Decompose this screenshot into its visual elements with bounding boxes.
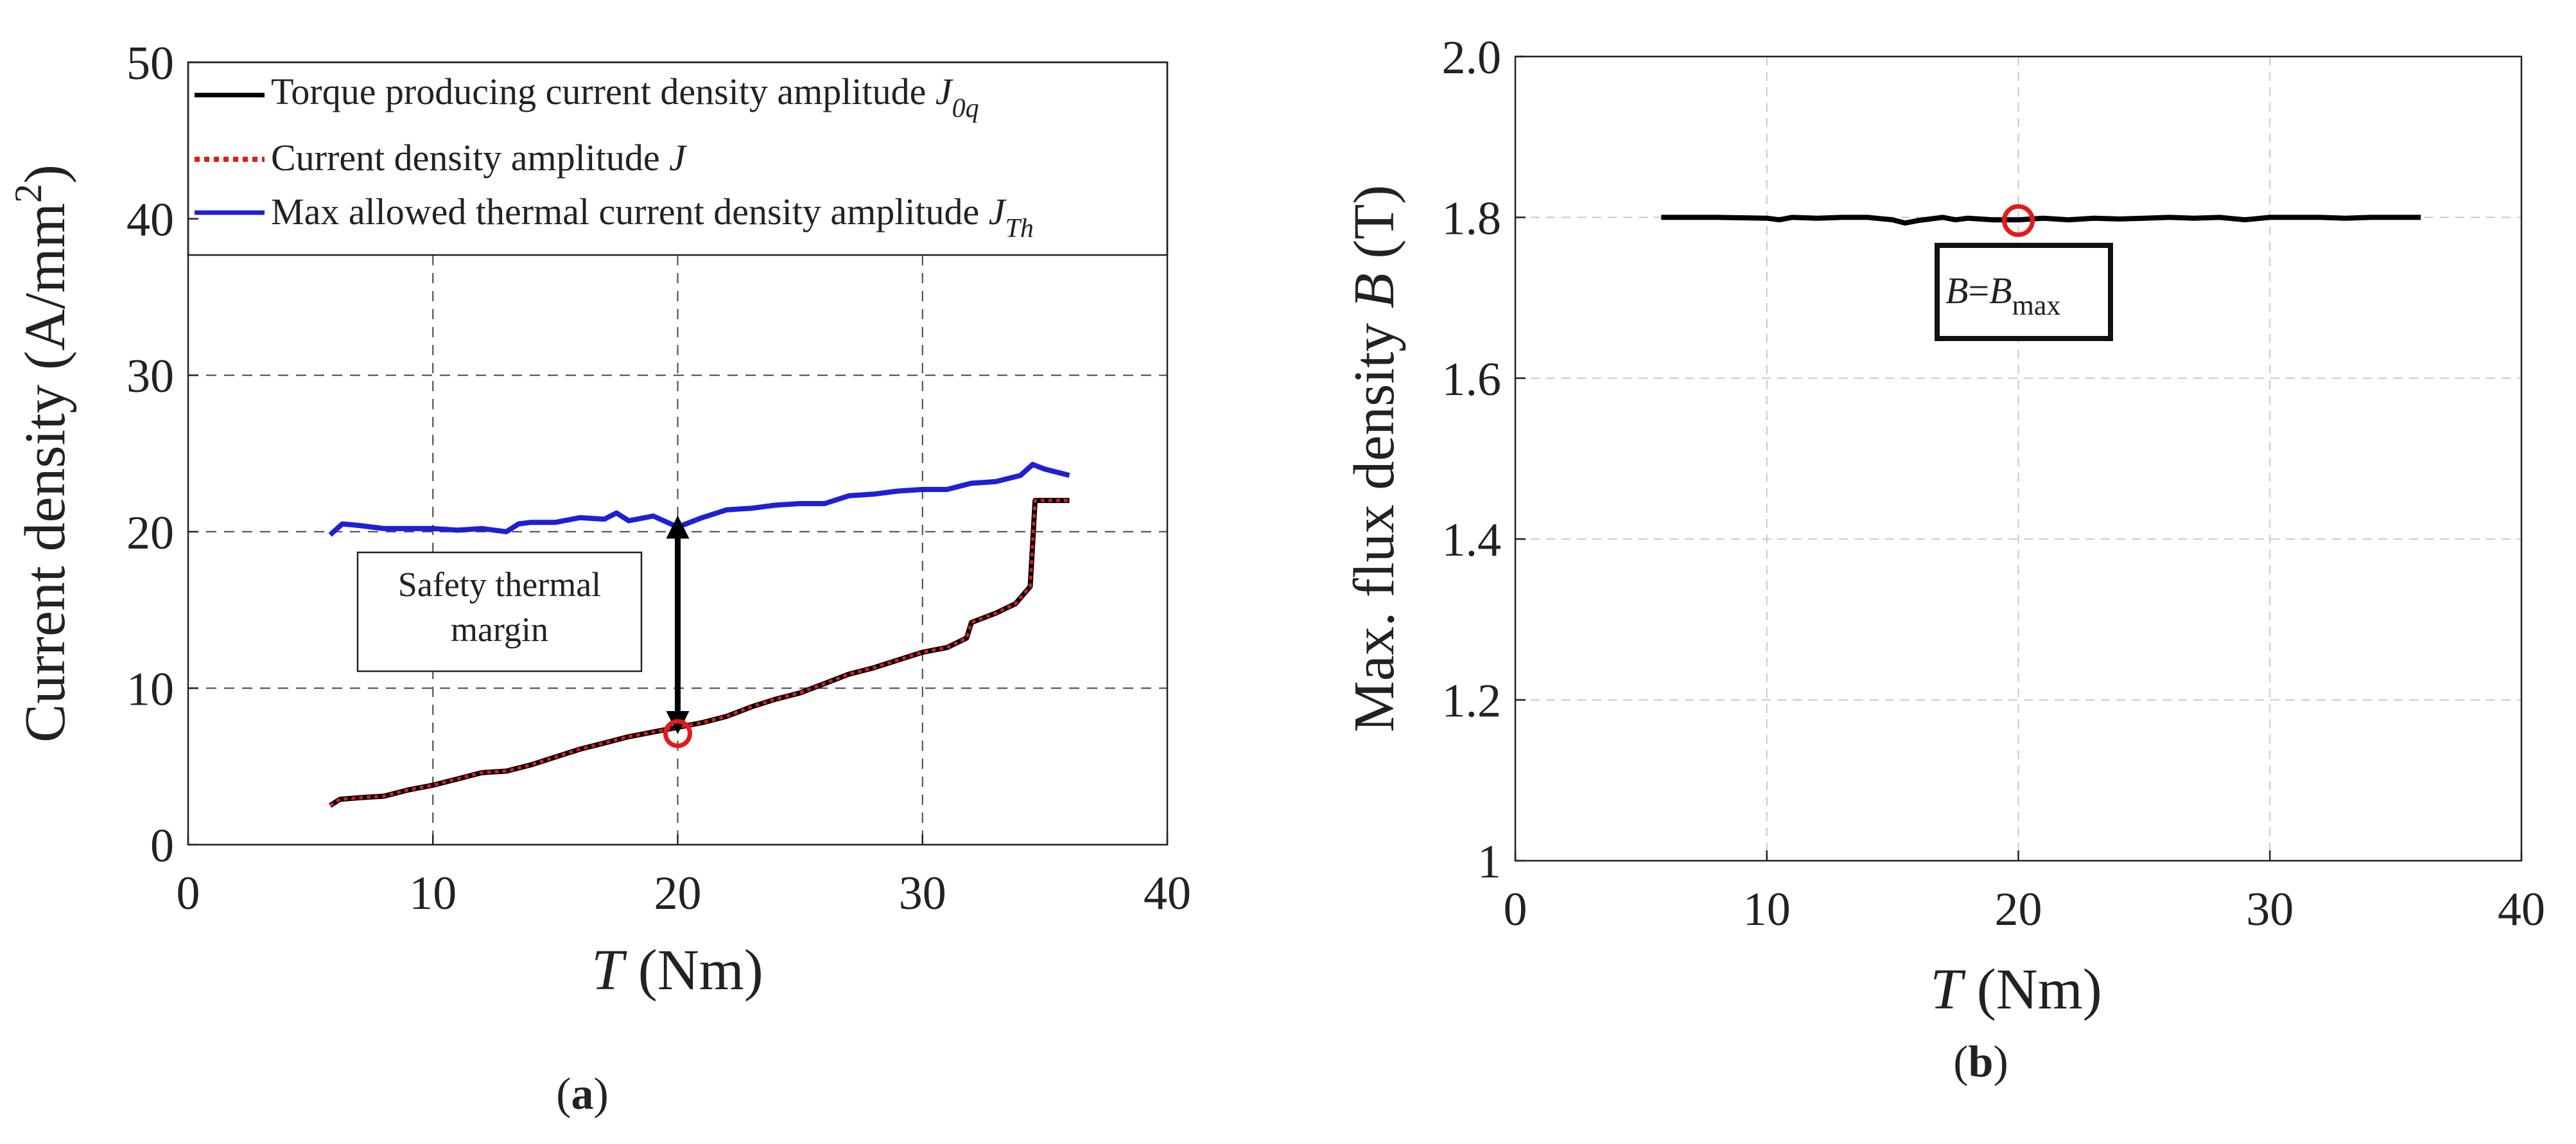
x-tick-label-4: 40 <box>1144 867 1191 920</box>
y-tick-label-5: 2.0 <box>1442 31 1502 84</box>
x-axis-label-a: T (Nm) <box>591 938 763 1002</box>
y-axis-label-b: Max. flux density B (T) <box>1343 185 1406 732</box>
operating-point-marker-a <box>663 719 692 748</box>
y-tick-label-2: 1.4 <box>1442 514 1502 567</box>
caption-a: (a) <box>556 1069 609 1119</box>
annotation-text-line2: margin <box>451 610 548 649</box>
series-line-a-1 <box>329 498 1070 807</box>
y-tick-label-4: 40 <box>126 194 174 247</box>
x-tick-label-0: 0 <box>177 867 200 920</box>
y-tick-label-0: 0 <box>150 820 174 872</box>
annotation-text-line1: Safety thermal <box>398 565 601 604</box>
y-tick-label-1: 10 <box>126 663 174 716</box>
x-tick-label-2: 20 <box>654 867 702 920</box>
legend-label-jth: Max allowed thermal current density ampl… <box>271 191 1034 243</box>
x-tick-label-3: 30 <box>2246 883 2293 936</box>
operating-point-marker-b <box>2002 204 2035 237</box>
y-tick-label-0: 1 <box>1477 836 1501 888</box>
x-tick-label-1: 10 <box>409 867 457 920</box>
legend-box-a <box>187 61 1169 256</box>
annotation-box-a <box>356 551 643 673</box>
chart-a: Torque producing current density amplitu… <box>7 37 1191 1119</box>
x-tick-label-0: 0 <box>1504 883 1527 936</box>
tick-labels-a: 0 10 20 30 40 0 10 20 30 40 50 <box>126 37 1191 920</box>
legend-label-jq: Torque producing current density amplitu… <box>271 71 979 123</box>
y-tick-label-3: 30 <box>126 350 174 403</box>
x-tick-label-3: 30 <box>899 867 946 920</box>
tick-labels-b: 0 10 20 30 40 1 1.2 1.4 1.6 1.8 2.0 <box>1442 31 2546 936</box>
y-axis-label-a: Current density (A/mm2) <box>7 164 77 743</box>
x-tick-label-4: 40 <box>2498 883 2545 936</box>
y-tick-label-1: 1.2 <box>1442 675 1502 728</box>
x-axis-label-b: T (Nm) <box>1930 958 2102 1021</box>
y-tick-label-3: 1.6 <box>1442 353 1502 406</box>
y-tick-label-5: 50 <box>126 37 174 90</box>
x-tick-label-1: 10 <box>1743 883 1791 936</box>
x-tick-label-2: 20 <box>1995 883 2042 936</box>
legend-a: Torque producing current density amplitu… <box>187 61 1169 256</box>
y-tick-label-2: 20 <box>126 507 174 559</box>
caption-b: (b) <box>1953 1037 2008 1087</box>
legend-label-j: Current density amplitude J <box>271 137 688 179</box>
y-tick-label-4: 1.8 <box>1442 192 1502 245</box>
annotation-box-b <box>1935 243 2113 341</box>
annotation-bmax: B=Bmax <box>1945 270 2060 321</box>
